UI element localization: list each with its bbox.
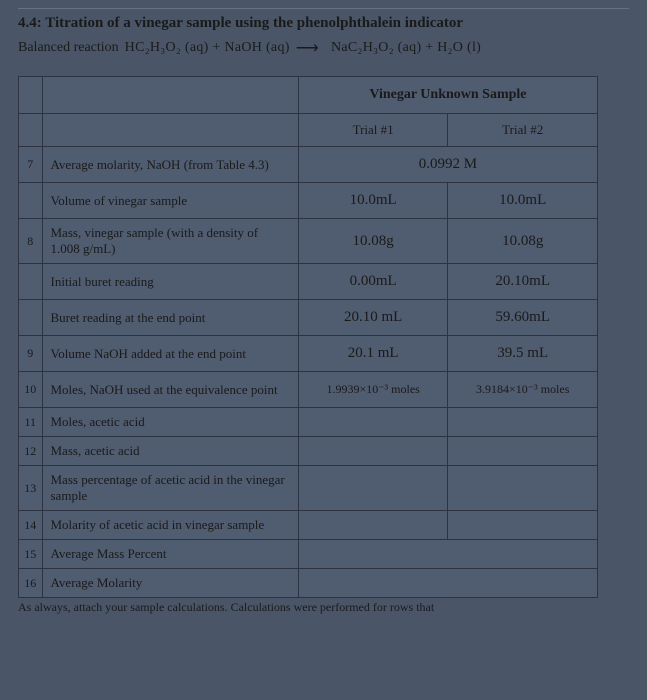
row-num: 7	[19, 147, 43, 183]
row-num	[19, 183, 43, 219]
row-value-2: 3.9184×10⁻³ moles	[448, 372, 598, 408]
row-value-merged	[298, 569, 597, 598]
titration-table: Vinegar Unknown Sample Trial #1 Trial #2…	[18, 76, 598, 598]
row-label: Moles, NaOH used at the equivalence poin…	[42, 372, 298, 408]
row-num: 16	[19, 569, 43, 598]
row-label: Mass percentage of acetic acid in the vi…	[42, 466, 298, 511]
row-label: Initial buret reading	[42, 264, 298, 300]
row-num: 8	[19, 219, 43, 264]
row-value-1	[298, 466, 448, 511]
row-num	[19, 300, 43, 336]
row-label: Moles, acetic acid	[42, 408, 298, 437]
row-num: 13	[19, 466, 43, 511]
balanced-label: Balanced reaction	[18, 40, 119, 56]
equation-left: HC₂H₃O₂ (aq) + NaOH (aq)	[125, 40, 290, 56]
row-value-1: 20.1 mL	[298, 336, 448, 372]
row-value-merged	[298, 540, 597, 569]
row-value-1: 1.9939×10⁻³ moles	[298, 372, 448, 408]
blank-cell	[42, 77, 298, 114]
row-num: 12	[19, 437, 43, 466]
row-value-2	[448, 511, 598, 540]
row-value-2: 10.0mL	[448, 183, 598, 219]
row-value-1: 10.0mL	[298, 183, 448, 219]
trial1-header: Trial #1	[298, 114, 448, 147]
trial2-header: Trial #2	[448, 114, 598, 147]
blank-cell	[19, 77, 43, 114]
row-num: 15	[19, 540, 43, 569]
row-value-merged: 0.0992 M	[298, 147, 597, 183]
row-label: Buret reading at the end point	[42, 300, 298, 336]
row-num: 9	[19, 336, 43, 372]
footer-note: As always, attach your sample calculatio…	[18, 600, 629, 615]
row-value-1	[298, 437, 448, 466]
row-num: 14	[19, 511, 43, 540]
row-value-2	[448, 437, 598, 466]
row-value-1	[298, 511, 448, 540]
row-label: Average molarity, NaOH (from Table 4.3)	[42, 147, 298, 183]
row-value-2	[448, 408, 598, 437]
row-value-2: 39.5 mL	[448, 336, 598, 372]
row-value-2	[448, 466, 598, 511]
row-value-1	[298, 408, 448, 437]
blank-cell	[42, 114, 298, 147]
section-title: 4.4: Titration of a vinegar sample using…	[18, 15, 629, 32]
row-label: Average Mass Percent	[42, 540, 298, 569]
row-num: 11	[19, 408, 43, 437]
equation-right: NaC₂H₃O₂ (aq) + H₂O (l)	[331, 40, 481, 56]
row-label: Molarity of acetic acid in vinegar sampl…	[42, 511, 298, 540]
row-label: Mass, vinegar sample (with a density of …	[42, 219, 298, 264]
row-label: Average Molarity	[42, 569, 298, 598]
row-value-1: 0.00mL	[298, 264, 448, 300]
row-value-2: 59.60mL	[448, 300, 598, 336]
row-label: Volume NaOH added at the end point	[42, 336, 298, 372]
balanced-reaction-row: Balanced reaction HC₂H₃O₂ (aq) + NaOH (a…	[18, 38, 629, 58]
row-label: Mass, acetic acid	[42, 437, 298, 466]
row-label: Volume of vinegar sample	[42, 183, 298, 219]
row-value-2: 20.10mL	[448, 264, 598, 300]
row-num	[19, 264, 43, 300]
row-value-2: 10.08g	[448, 219, 598, 264]
blank-cell	[19, 114, 43, 147]
main-header: Vinegar Unknown Sample	[298, 77, 597, 114]
reaction-arrow-icon: ⟶	[296, 38, 319, 58]
row-value-1: 10.08g	[298, 219, 448, 264]
row-value-1: 20.10 mL	[298, 300, 448, 336]
row-num: 10	[19, 372, 43, 408]
